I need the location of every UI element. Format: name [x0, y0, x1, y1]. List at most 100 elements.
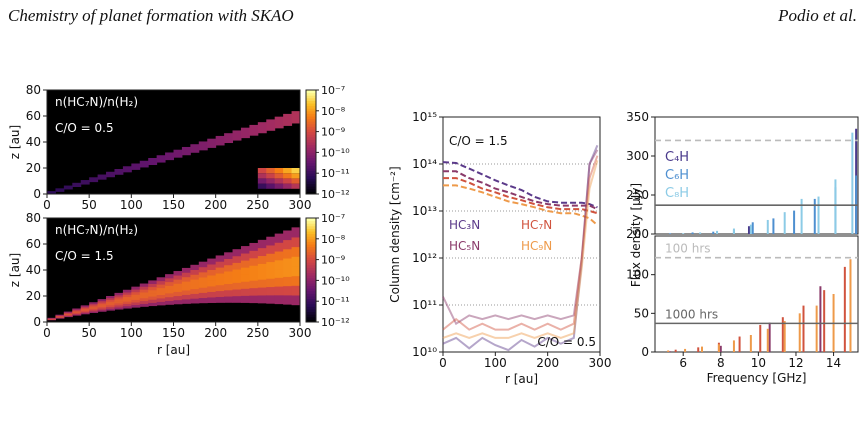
- heatmap-cell: [291, 111, 301, 124]
- heatmap-cell: [232, 282, 242, 290]
- colorbar-cell: [306, 251, 316, 255]
- heatmap-cell: [232, 130, 242, 141]
- heatmap-cell: [274, 259, 284, 270]
- colorbar-cell: [306, 147, 316, 151]
- colorbar-cell: [306, 280, 316, 284]
- y-tick-label: 40: [26, 135, 41, 149]
- heatmap-cell: [232, 295, 242, 303]
- heatmap-cell: [89, 307, 99, 310]
- heatmap-cell: [232, 289, 242, 297]
- colorbar-cell: [306, 144, 316, 148]
- y-tick-label: 350: [626, 110, 649, 124]
- heatmap-cell: [240, 267, 250, 275]
- heatmap-cell: [165, 293, 174, 298]
- heatmap-cell: [266, 245, 276, 254]
- heatmap-cell: [190, 269, 200, 275]
- heatmap-cell: [55, 315, 65, 317]
- heatmap-cell: [89, 303, 99, 306]
- colorbar-tick-label: 10⁻¹⁰: [321, 274, 350, 287]
- heatmap-cell: [106, 303, 115, 306]
- heatmap-cell: [283, 239, 293, 250]
- heatmap-cell: [215, 284, 225, 292]
- colorbar-cell: [306, 103, 316, 107]
- heatmap-cell: [63, 185, 73, 190]
- colorbar-tick-label: 10⁻⁷: [321, 212, 345, 225]
- series-line: [442, 149, 599, 326]
- heatmap-cell: [122, 301, 132, 304]
- heatmap-cell: [156, 301, 166, 306]
- colorbar-cell: [306, 100, 316, 104]
- heatmap-cell: [63, 313, 73, 315]
- heatmap-cell: [274, 286, 284, 296]
- heatmap-cell: [139, 292, 149, 296]
- running-title: Chemistry of planet formation with SKAO: [8, 6, 294, 25]
- heatmap-cell: [131, 286, 141, 290]
- x-tick-label: 150: [162, 198, 185, 212]
- heatmap-cell: [114, 292, 124, 296]
- panel-annotation: C/O = 1.5: [55, 249, 114, 263]
- x-axis-label: Frequency [GHz]: [707, 371, 807, 385]
- heatmap-cell: [283, 294, 293, 305]
- heatmap-cell: [80, 312, 90, 315]
- heatmap-cell: [291, 173, 301, 179]
- x-tick-label: 300: [289, 198, 312, 212]
- colorbar-cell: [306, 123, 316, 127]
- heatmap-cell: [232, 249, 242, 257]
- heatmap-cell: [274, 183, 284, 189]
- colorbar-tick-label: 10⁻¹¹: [321, 295, 350, 308]
- heatmap-cell: [106, 297, 115, 300]
- colorbar-cell: [306, 136, 316, 140]
- colorbar-cell: [306, 186, 316, 190]
- heatmap-cell: [63, 314, 73, 316]
- heatmap-cell: [173, 299, 183, 305]
- x-tick-label: 50: [82, 198, 97, 212]
- heatmap-cell: [97, 308, 107, 311]
- colorbar-cell: [306, 233, 316, 237]
- heatmap-cell: [97, 305, 107, 308]
- heatmap-cell: [249, 280, 259, 289]
- heatmap-cell: [156, 298, 166, 302]
- colorbar-cell: [306, 298, 316, 302]
- heatmap-cell: [224, 271, 234, 278]
- series-line: [442, 155, 599, 331]
- heatmap-cell: [215, 273, 225, 280]
- y-tick-label: 80: [26, 83, 41, 97]
- heatmap-cell: [283, 285, 293, 296]
- y-tick-label: 200: [626, 227, 649, 241]
- heatmap-cell: [156, 294, 166, 299]
- heatmap-cell: [266, 183, 276, 189]
- colorbar-cell: [306, 293, 316, 297]
- heatmap-cell: [173, 271, 183, 276]
- heatmap-cell: [207, 286, 217, 292]
- heatmap-cell: [291, 256, 301, 267]
- heatmap-cell: [165, 296, 174, 302]
- colorbar-tick-label: 10⁻⁸: [321, 233, 346, 246]
- heatmap-cell: [165, 285, 174, 290]
- y-tick-label: 10¹⁵: [412, 110, 437, 124]
- heatmap-cell: [215, 290, 225, 297]
- heatmap-cell: [139, 303, 149, 307]
- heatmap-cell: [291, 246, 301, 257]
- heatmap-cell: [47, 317, 56, 319]
- heatmap-cell: [224, 283, 234, 291]
- heatmap-cell: [63, 316, 73, 318]
- heatmap-cell: [106, 301, 115, 304]
- colorbar-cell: [306, 162, 316, 166]
- heatmap-cell: [291, 178, 301, 184]
- heatmap-cell: [266, 119, 276, 131]
- colorbar-cell: [306, 155, 316, 159]
- colorbar-cell: [306, 303, 316, 307]
- y-axis-label: Column density [cm⁻²]: [388, 166, 402, 302]
- heatmap-cell: [165, 289, 174, 294]
- heatmap-cell: [249, 124, 259, 136]
- panel-label: n(HC₇N)/n(H₂): [55, 223, 138, 237]
- heatmap-cell: [190, 264, 200, 270]
- heatmap-cell: [215, 267, 225, 274]
- y-tick-label: 0: [33, 187, 41, 201]
- heatmap-cell: [232, 269, 242, 277]
- heatmap-cell: [63, 315, 73, 317]
- heatmap-cell: [131, 302, 141, 306]
- heatmap-cell: [139, 300, 149, 304]
- colorbar-cell: [306, 183, 316, 187]
- annotation: C/O = 0.5: [537, 335, 596, 349]
